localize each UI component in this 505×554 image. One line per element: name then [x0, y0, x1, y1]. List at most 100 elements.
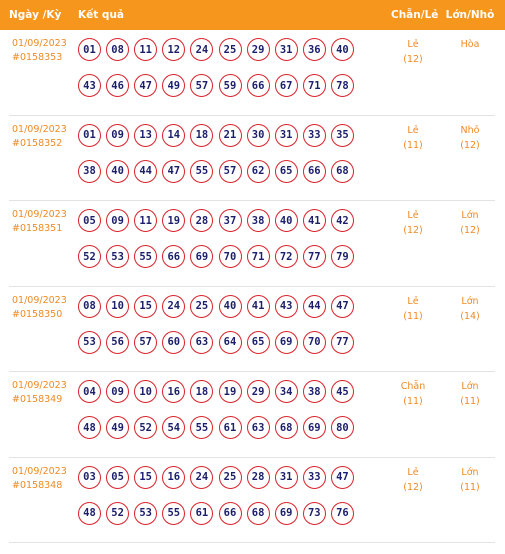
table-row: 01/09/2023 #0158352 01 09 13 14 18 21 30 31 33 35 38… — [0, 116, 505, 202]
number-ball: 71 — [302, 74, 326, 97]
number-ball: 55 — [162, 501, 186, 525]
big-small-label: Hòa — [460, 39, 480, 50]
number-ball: 72 — [274, 245, 298, 268]
draw-date: 01/09/2023 — [12, 123, 67, 135]
odd-even-result: Lẻ (11) — [391, 125, 435, 151]
number-ball: 09 — [106, 123, 130, 147]
number-ball: 53 — [106, 245, 130, 268]
big-small-label: Lớn — [461, 466, 479, 478]
number-ball: 15 — [134, 465, 158, 489]
number-ball: 40 — [218, 294, 242, 318]
draw-id-link[interactable]: #0158350 — [12, 308, 63, 320]
number-ball: 65 — [246, 330, 270, 354]
number-ball: 57 — [190, 74, 214, 97]
number-ball: 55 — [134, 245, 158, 268]
number-ball: 69 — [274, 501, 298, 525]
big-small-result: Lớn (11) — [442, 381, 498, 407]
number-ball: 33 — [302, 465, 326, 489]
number-ball: 41 — [246, 294, 270, 318]
odd-even-result: Lẻ (12) — [391, 210, 435, 236]
number-ball: 25 — [218, 38, 242, 61]
number-ball: 34 — [274, 380, 298, 403]
number-ball: 30 — [246, 123, 270, 147]
number-ball: 68 — [274, 416, 298, 439]
number-ball: 10 — [106, 294, 130, 318]
number-ball: 66 — [246, 74, 270, 97]
row-divider — [9, 542, 495, 543]
number-ball: 16 — [162, 380, 186, 403]
number-ball: 12 — [162, 38, 186, 61]
number-ball: 41 — [302, 209, 326, 232]
number-ball: 38 — [302, 380, 326, 403]
number-ball: 36 — [302, 38, 326, 61]
draw-id-link[interactable]: #0158351 — [12, 223, 63, 234]
number-ball: 66 — [218, 501, 242, 525]
table-header: Ngày /Kỳ Kết quả Chẵn/Lẻ Lớn/Nhỏ — [0, 0, 505, 30]
number-ball: 55 — [190, 159, 214, 183]
number-ball: 69 — [274, 330, 298, 354]
number-ball: 40 — [330, 38, 354, 61]
odd-even-count: (11) — [403, 396, 423, 407]
number-ball: 54 — [162, 416, 186, 439]
number-ball: 21 — [218, 123, 242, 147]
draw-id-link[interactable]: #0158353 — [12, 52, 63, 63]
number-ball: 31 — [274, 38, 298, 61]
number-ball: 33 — [302, 123, 326, 147]
table-row: 01/09/2023 #0158348 03 05 15 16 24 25 28 31 33 47 48… — [0, 458, 505, 544]
number-ball: 08 — [106, 38, 130, 61]
number-ball: 43 — [78, 74, 101, 97]
number-ball: 13 — [134, 123, 158, 147]
number-ball: 24 — [190, 38, 214, 61]
number-ball: 42 — [330, 209, 354, 232]
odd-even-result: Chẵn (11) — [391, 381, 435, 407]
big-small-result: Lớn (14) — [442, 296, 498, 322]
draw-date: 01/09/2023 — [12, 209, 67, 220]
row-divider — [9, 200, 495, 201]
number-ball: 31 — [274, 465, 298, 489]
big-small-label: Lớn — [461, 210, 479, 221]
number-ball: 61 — [218, 416, 242, 439]
big-small-count: (14) — [460, 310, 480, 322]
number-ball: 47 — [330, 294, 354, 318]
number-ball: 25 — [190, 294, 214, 318]
number-ball: 35 — [330, 123, 354, 147]
number-ball: 59 — [218, 74, 242, 97]
table-row: 01/09/2023 #0158349 04 09 10 16 18 19 29 34 38 45 48… — [0, 372, 505, 458]
number-ball: 43 — [274, 294, 298, 318]
number-ball: 19 — [218, 380, 242, 403]
number-ball: 52 — [78, 245, 101, 268]
header-result: Kết quả — [78, 9, 125, 21]
number-ball: 11 — [134, 38, 158, 61]
odd-even-result: Lẻ (11) — [391, 296, 435, 322]
draw-id-link[interactable]: #0158352 — [12, 137, 63, 149]
number-ball: 04 — [78, 380, 101, 403]
odd-even-label: Lẻ — [407, 124, 419, 136]
number-ball: 80 — [330, 416, 354, 439]
header-odd-even: Chẵn/Lẻ — [391, 9, 439, 21]
number-ball: 08 — [78, 294, 101, 318]
number-ball: 78 — [330, 74, 354, 97]
number-ball: 57 — [134, 330, 158, 354]
draw-id-link[interactable]: #0158349 — [12, 394, 63, 405]
number-ball: 44 — [302, 294, 326, 318]
odd-even-label: Chẵn — [400, 381, 426, 392]
odd-even-count: (11) — [403, 139, 423, 151]
odd-even-label: Lẻ — [407, 39, 419, 50]
number-ball: 63 — [246, 416, 270, 439]
row-divider — [9, 285, 495, 287]
number-ball: 61 — [190, 501, 214, 525]
number-ball: 28 — [246, 465, 270, 489]
number-ball: 53 — [134, 501, 158, 525]
number-ball: 45 — [330, 380, 354, 403]
number-ball: 28 — [190, 209, 214, 232]
draw-id-link[interactable]: #0158348 — [12, 479, 63, 491]
number-ball: 67 — [274, 74, 298, 97]
number-ball: 37 — [218, 209, 242, 232]
number-ball: 24 — [162, 294, 186, 318]
number-ball: 63 — [190, 330, 214, 354]
number-ball: 73 — [302, 501, 326, 525]
number-ball: 68 — [246, 501, 270, 525]
row-divider — [9, 371, 495, 372]
number-ball: 47 — [162, 159, 186, 183]
big-small-label: Nhỏ — [460, 124, 480, 136]
